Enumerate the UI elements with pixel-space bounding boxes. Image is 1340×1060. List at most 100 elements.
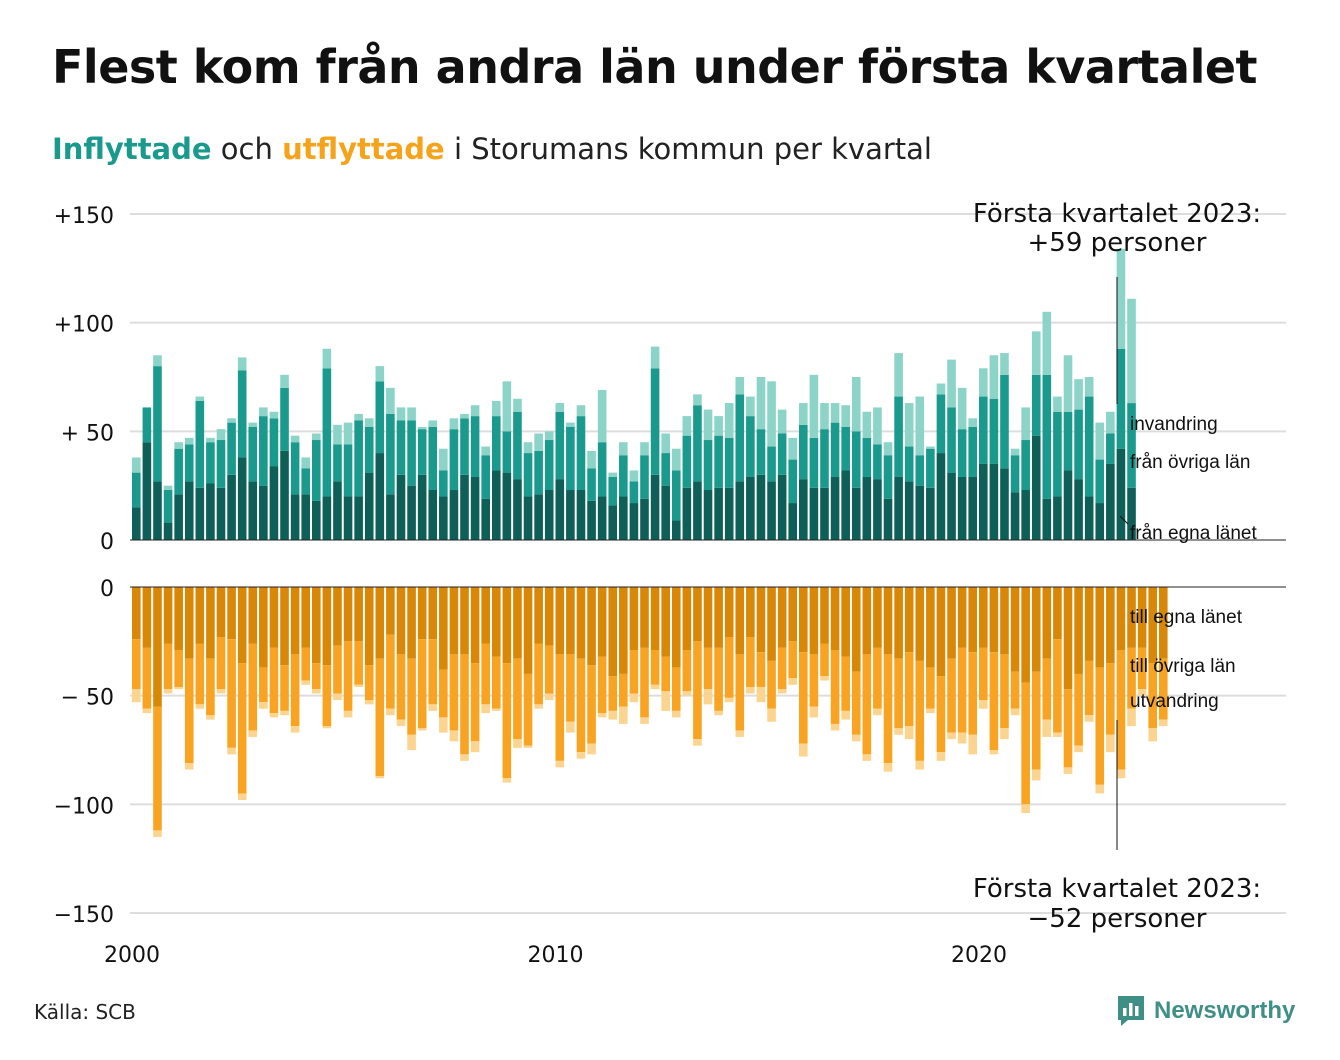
y-tick-label: 0 (100, 530, 114, 555)
bar-in-1 (513, 411, 522, 480)
bar-out-0 (682, 587, 692, 651)
bar-in-0 (608, 505, 618, 540)
bar-in-0 (777, 474, 787, 540)
bar-out-1 (799, 652, 808, 744)
bar-out-1 (640, 647, 649, 718)
bar-out-1 (184, 658, 194, 764)
bar-out-0 (841, 587, 850, 657)
bar-out-2 (1053, 732, 1062, 737)
bar-in-1 (280, 387, 289, 451)
bar-in-2 (523, 442, 533, 454)
bar-in-2 (544, 431, 554, 441)
bar-out-0 (269, 587, 279, 648)
bar-in-0 (407, 485, 416, 540)
bar-in-0 (936, 453, 946, 540)
bar-in-2 (470, 405, 480, 417)
bar-in-0 (237, 457, 247, 540)
bar-in-1 (502, 431, 512, 473)
bar-in-0 (439, 496, 448, 540)
bar-in-2 (280, 374, 289, 388)
bar-in-2 (788, 437, 798, 460)
bar-out-2 (269, 713, 279, 718)
bar-out-0 (915, 587, 925, 661)
bar-in-0 (1010, 492, 1020, 540)
bar-in-2 (407, 407, 416, 421)
bar-in-2 (301, 457, 310, 469)
bar-out-0 (153, 587, 162, 707)
bar-out-1 (841, 656, 850, 711)
bar-out-0 (1148, 587, 1157, 664)
bar-out-1 (523, 673, 533, 746)
bar-out-0 (534, 587, 543, 644)
bar-in-2 (290, 435, 300, 443)
bar-out-1 (396, 654, 406, 720)
bar-out-1 (883, 654, 893, 764)
bar-out-2 (597, 713, 607, 718)
bar-in-2 (799, 403, 808, 425)
bar-out-1 (735, 654, 745, 731)
bar-in-2 (1084, 377, 1094, 397)
bar-out-2 (1137, 689, 1147, 696)
bar-out-1 (386, 634, 395, 709)
bar-out-1 (502, 663, 512, 779)
bar-in-2 (1021, 407, 1030, 441)
bar-in-1 (481, 455, 490, 499)
bar-in-2 (904, 403, 914, 447)
bar-in-1 (979, 396, 988, 464)
bar-in-1 (566, 426, 575, 491)
bar-out-0 (714, 587, 723, 648)
bar-out-0 (640, 587, 649, 648)
bar-in-0 (534, 494, 543, 540)
bar-in-2 (1010, 448, 1020, 456)
bar-out-2 (693, 739, 702, 746)
bar-in-0 (968, 476, 978, 540)
bar-in-0 (259, 485, 268, 540)
bar-out-0 (216, 587, 226, 637)
bar-out-1 (428, 639, 438, 705)
bar-in-2 (163, 485, 173, 491)
bar-out-2 (724, 697, 734, 703)
bar-in-2 (640, 442, 649, 456)
bar-in-0 (396, 474, 406, 540)
bar-in-2 (566, 422, 575, 427)
bar-in-0 (523, 496, 533, 540)
bar-in-0 (216, 487, 226, 540)
bar-out-0 (1000, 587, 1009, 655)
bar-in-1 (862, 437, 872, 477)
bar-out-2 (396, 719, 406, 727)
bar-in-0 (195, 487, 205, 540)
bar-out-2 (1106, 734, 1115, 753)
bar-out-0 (1106, 587, 1115, 664)
bar-in-1 (428, 426, 438, 491)
bar-in-2 (724, 403, 734, 438)
bar-in-1 (491, 416, 501, 471)
bar-out-2 (428, 704, 438, 711)
bar-in-0 (470, 476, 480, 540)
bar-in-0 (619, 496, 628, 540)
bar-in-2 (259, 407, 268, 417)
bar-in-2 (989, 355, 999, 399)
bar-out-1 (619, 673, 628, 707)
bar-in-2 (746, 396, 755, 417)
bar-out-1 (1106, 663, 1115, 735)
bar-in-0 (163, 522, 173, 540)
bar-out-0 (809, 587, 819, 655)
bar-in-2 (513, 398, 522, 412)
bar-out-1 (163, 643, 173, 690)
bar-out-2 (544, 693, 554, 701)
bar-in-1 (449, 429, 459, 491)
bar-in-0 (714, 487, 723, 540)
bar-out-2 (1127, 708, 1136, 727)
bar-in-1 (1053, 411, 1062, 497)
bar-in-0 (227, 474, 236, 540)
bar-in-2 (460, 413, 469, 419)
bar-in-1 (534, 450, 543, 495)
bar-in-2 (756, 377, 766, 430)
top-annotation-line2: +59 personer (1028, 228, 1207, 258)
bar-in-0 (1053, 496, 1062, 540)
bar-in-2 (661, 433, 670, 454)
bar-out-0 (894, 587, 903, 659)
bar-in-0 (311, 500, 321, 540)
bar-out-1 (936, 676, 946, 753)
bar-out-2 (820, 676, 829, 681)
